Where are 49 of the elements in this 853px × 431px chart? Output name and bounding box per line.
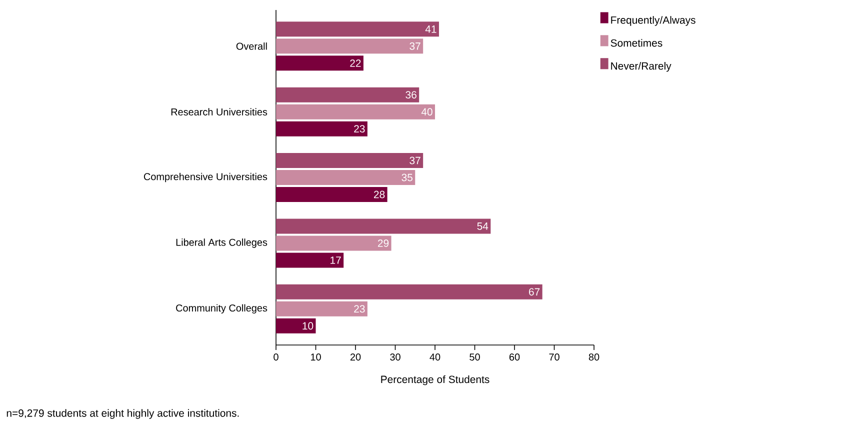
x-tick-label: 60 bbox=[509, 354, 520, 361]
x-tick-label: 50 bbox=[470, 354, 480, 361]
y-tick-label: Liberal Arts Colleges bbox=[176, 238, 268, 248]
y-tick-label: Community Colleges bbox=[176, 304, 268, 314]
bar bbox=[276, 121, 368, 136]
bar bbox=[276, 318, 316, 334]
y-tick-label: Research Universities bbox=[171, 108, 268, 116]
data-label: 17 bbox=[330, 256, 341, 264]
text: n=9,279 students at eight highly active institutions. bbox=[6, 409, 239, 419]
data-label: 28 bbox=[374, 190, 385, 198]
x-tick-label: 20 bbox=[350, 354, 361, 361]
bar bbox=[276, 187, 388, 202]
data-label: 40 bbox=[421, 108, 432, 116]
data-label: 36 bbox=[406, 91, 416, 99]
bar bbox=[276, 236, 392, 251]
bar bbox=[276, 104, 436, 120]
bar bbox=[276, 301, 368, 316]
x-tick-label: 80 bbox=[588, 354, 600, 361]
bar bbox=[276, 38, 424, 54]
x-tick-label: 40 bbox=[430, 354, 440, 361]
data-label: 37 bbox=[410, 156, 420, 164]
legend-label: Frequently/Always bbox=[611, 16, 696, 26]
data-label: 29 bbox=[378, 239, 389, 247]
data-label: 23 bbox=[354, 125, 365, 133]
bar bbox=[276, 87, 420, 102]
bar bbox=[276, 284, 542, 300]
data-label: 35 bbox=[402, 174, 412, 182]
x-tick-label: 30 bbox=[390, 354, 400, 361]
bar bbox=[276, 56, 364, 71]
bar bbox=[276, 170, 416, 186]
data-label: 54 bbox=[477, 222, 488, 230]
bar bbox=[276, 153, 424, 168]
x-axis-title: Percentage of Students bbox=[381, 375, 490, 386]
y-tick-label: Comprehensive Universities bbox=[144, 172, 268, 182]
bar bbox=[276, 22, 439, 37]
x-tick-label: 0 bbox=[274, 354, 278, 361]
data-label: 23 bbox=[354, 305, 365, 313]
x-tick-label: 70 bbox=[549, 354, 560, 361]
x-tick-label: 10 bbox=[310, 354, 321, 361]
data-label: 41 bbox=[425, 26, 436, 33]
data-label: 10 bbox=[302, 322, 314, 330]
bar bbox=[276, 218, 491, 234]
bar bbox=[276, 252, 344, 268]
data-label: 37 bbox=[410, 42, 420, 50]
legend-label: Never/Rarely bbox=[611, 62, 672, 72]
legend-label: Sometimes bbox=[610, 39, 662, 47]
data-label: 67 bbox=[529, 288, 540, 296]
y-tick-label: Overall bbox=[236, 42, 267, 50]
data-label: 22 bbox=[350, 59, 361, 67]
